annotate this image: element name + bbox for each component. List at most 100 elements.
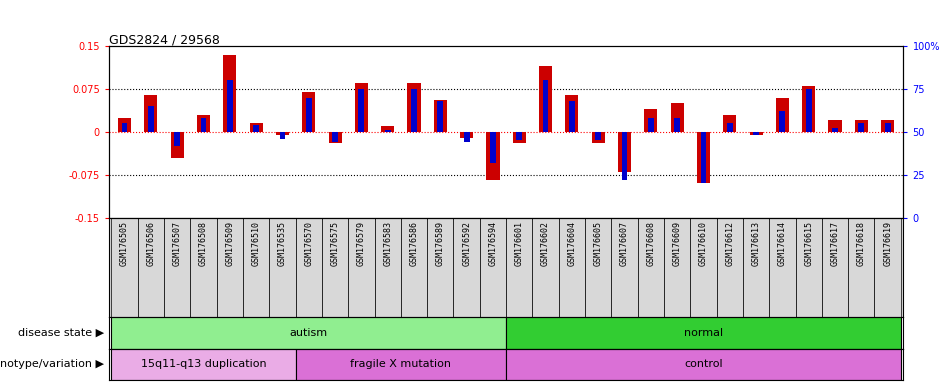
Text: GSM176592: GSM176592 — [463, 221, 471, 266]
Text: GSM176605: GSM176605 — [594, 221, 603, 266]
Bar — [517, 132, 522, 141]
Bar — [408, 83, 421, 132]
Bar — [697, 132, 710, 183]
Text: GDS2824 / 29568: GDS2824 / 29568 — [109, 33, 219, 46]
Bar — [276, 132, 289, 135]
Bar — [776, 98, 789, 132]
Text: GSM176602: GSM176602 — [541, 221, 550, 266]
Bar — [453, 218, 480, 317]
Text: GSM176612: GSM176612 — [726, 221, 734, 266]
Bar — [190, 218, 217, 317]
Bar — [223, 55, 236, 132]
Bar — [539, 66, 552, 132]
Text: GSM176601: GSM176601 — [515, 221, 524, 266]
Bar — [506, 317, 901, 349]
Text: GSM176619: GSM176619 — [884, 221, 892, 266]
Bar — [302, 92, 315, 132]
Bar — [559, 218, 585, 317]
Bar — [145, 95, 157, 132]
Text: GSM176583: GSM176583 — [383, 221, 393, 266]
Bar — [691, 218, 717, 317]
Bar — [806, 89, 812, 132]
Bar — [434, 100, 447, 132]
Bar — [164, 218, 190, 317]
Text: GSM176610: GSM176610 — [699, 221, 708, 266]
Text: GSM176535: GSM176535 — [278, 221, 287, 266]
Text: GSM176618: GSM176618 — [857, 221, 866, 266]
Text: GSM176510: GSM176510 — [252, 221, 261, 266]
Bar — [322, 218, 348, 317]
Bar — [822, 218, 849, 317]
Text: 15q11-q13 duplication: 15q11-q13 duplication — [141, 359, 267, 369]
Text: GSM176594: GSM176594 — [488, 221, 498, 266]
Text: autism: autism — [289, 328, 328, 338]
Bar — [270, 218, 295, 317]
Bar — [375, 218, 401, 317]
Bar — [780, 111, 785, 132]
Bar — [591, 132, 604, 143]
Bar — [543, 80, 549, 132]
Bar — [401, 218, 428, 317]
Bar — [611, 218, 638, 317]
Bar — [118, 118, 131, 132]
Text: GSM176508: GSM176508 — [199, 221, 208, 266]
Bar — [486, 132, 499, 180]
Bar — [122, 123, 128, 132]
Bar — [359, 89, 364, 132]
Text: GSM176507: GSM176507 — [173, 221, 182, 266]
Bar — [743, 218, 769, 317]
Bar — [664, 218, 691, 317]
Bar — [148, 106, 154, 132]
Bar — [170, 132, 184, 157]
Bar — [513, 132, 526, 143]
Bar — [201, 118, 206, 132]
Bar — [858, 123, 865, 132]
Bar — [618, 132, 631, 172]
Bar — [490, 132, 496, 163]
Bar — [832, 128, 838, 132]
Bar — [197, 115, 210, 132]
Bar — [348, 218, 375, 317]
Bar — [381, 126, 394, 132]
Text: GSM176506: GSM176506 — [147, 221, 155, 266]
Bar — [644, 109, 657, 132]
Text: GSM176570: GSM176570 — [305, 221, 313, 266]
Bar — [855, 121, 867, 132]
Text: GSM176614: GSM176614 — [778, 221, 787, 266]
Bar — [243, 218, 270, 317]
Bar — [849, 218, 874, 317]
Text: GSM176615: GSM176615 — [804, 221, 814, 266]
Bar — [701, 132, 707, 183]
Bar — [874, 218, 901, 317]
Text: GSM176613: GSM176613 — [751, 221, 761, 266]
Bar — [306, 98, 311, 132]
Text: fragile X mutation: fragile X mutation — [350, 359, 451, 369]
Text: GSM176586: GSM176586 — [410, 221, 418, 266]
Bar — [533, 218, 559, 317]
Bar — [112, 317, 506, 349]
Bar — [437, 101, 444, 132]
Bar — [885, 123, 890, 132]
Text: control: control — [684, 359, 723, 369]
Bar — [428, 218, 453, 317]
Bar — [671, 103, 684, 132]
Bar — [796, 218, 822, 317]
Bar — [638, 218, 664, 317]
Bar — [566, 95, 578, 132]
Text: disease state ▶: disease state ▶ — [18, 328, 104, 338]
Bar — [138, 218, 164, 317]
Text: GSM176607: GSM176607 — [620, 221, 629, 266]
Text: GSM176608: GSM176608 — [646, 221, 656, 266]
Bar — [280, 132, 286, 139]
Text: GSM176609: GSM176609 — [673, 221, 682, 266]
Bar — [717, 218, 743, 317]
Text: GSM176575: GSM176575 — [330, 221, 340, 266]
Text: GSM176589: GSM176589 — [436, 221, 445, 266]
Bar — [622, 132, 627, 180]
Bar — [769, 218, 796, 317]
Bar — [480, 218, 506, 317]
Bar — [112, 218, 138, 317]
Bar — [727, 123, 732, 132]
Bar — [648, 118, 654, 132]
Bar — [829, 121, 842, 132]
